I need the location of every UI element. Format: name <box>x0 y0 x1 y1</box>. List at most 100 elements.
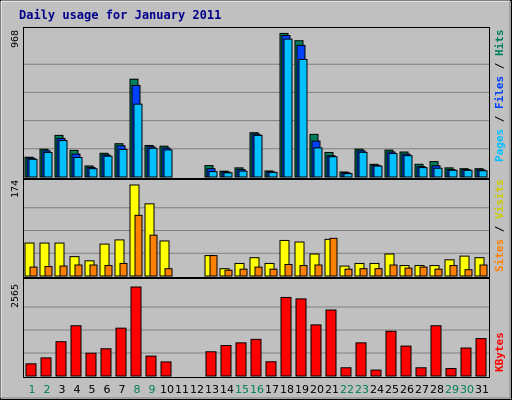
pages-bar <box>103 155 113 178</box>
sites-bar <box>389 264 398 277</box>
kbytes-bar <box>250 338 262 377</box>
legend-kbytes: KBytes <box>493 332 506 372</box>
kbytes-bar <box>430 325 442 377</box>
legend-sep-2: / <box>493 56 506 76</box>
sites-bar <box>44 266 53 277</box>
pages-bar <box>208 171 218 178</box>
day-label: 8 <box>134 383 141 396</box>
legend-sep-1: / <box>493 109 506 129</box>
pages-bar <box>283 38 293 178</box>
kbytes-bar <box>220 345 232 377</box>
sites-bar <box>134 214 143 277</box>
sites-bar <box>404 267 413 277</box>
sites-bar <box>419 266 428 277</box>
sites-bar <box>119 262 128 277</box>
sites-bar <box>284 263 293 277</box>
legend-visits: Visits <box>493 179 506 219</box>
day-label: 18 <box>280 383 294 396</box>
day-label: 1 <box>29 383 36 396</box>
sites-bar <box>344 268 353 277</box>
sites-bar <box>59 265 68 277</box>
sites-bar <box>29 266 38 277</box>
kbytes-bar <box>295 298 307 377</box>
day-label: 30 <box>460 383 474 396</box>
pages-bar <box>313 147 323 178</box>
day-labels: 1 2 3 4 5 6 7 8 9 10 11 12 13 14 15 16 17 18 19 20 21 22 23 24 2… <box>29 383 490 396</box>
kbytes-bar <box>400 345 412 377</box>
pages-bar <box>433 167 443 178</box>
kbytes-bar <box>130 286 142 377</box>
day-label: 15 <box>235 383 249 396</box>
day-label: 5 <box>89 383 96 396</box>
pages-bar <box>118 148 128 178</box>
day-label: 16 <box>250 383 264 396</box>
sites-bar <box>89 264 98 277</box>
kbytes-bar <box>205 351 217 377</box>
pages-bar <box>388 153 398 178</box>
pages-bar <box>253 134 263 178</box>
day-label: 11 <box>175 383 189 396</box>
chart-marks <box>24 32 489 377</box>
day-label: 3 <box>59 383 66 396</box>
pages-bar <box>163 149 173 178</box>
sites-bar <box>479 264 488 277</box>
sites-bar <box>149 234 158 277</box>
day-label: 23 <box>355 383 369 396</box>
kbytes-bar <box>445 368 457 377</box>
kbytes-bar <box>40 357 52 377</box>
sites-bar <box>374 268 383 277</box>
pages-bar <box>238 170 248 178</box>
pages-bar <box>298 58 308 178</box>
kbytes-bar <box>70 325 82 377</box>
sites-bar <box>434 268 443 277</box>
pages-bar <box>418 167 428 178</box>
sites-bar <box>269 268 278 277</box>
day-label: 7 <box>119 383 126 396</box>
sites-bar <box>104 265 113 277</box>
pages-bar <box>463 169 473 178</box>
day-label: 27 <box>415 383 429 396</box>
sites-bar <box>299 265 308 277</box>
legend-sep-3: / <box>493 219 506 239</box>
legend-sites: Sites <box>493 239 506 272</box>
pages-bar <box>358 151 368 178</box>
day-label: 31 <box>475 383 489 396</box>
kbytes-bar <box>355 342 367 377</box>
kbytes-bar <box>160 361 172 377</box>
kbytes-bar <box>100 348 112 377</box>
kbytes-bar <box>115 327 127 377</box>
kbytes-bar <box>385 330 397 377</box>
day-label: 22 <box>340 383 354 396</box>
pages-bar <box>73 156 83 178</box>
pages-bar <box>43 151 53 178</box>
pages-bar <box>403 155 413 178</box>
pages-bar <box>223 172 233 178</box>
pages-bar <box>373 165 383 178</box>
pages-bar <box>28 158 38 178</box>
kbytes-bar <box>370 369 382 377</box>
day-label: 6 <box>104 383 111 396</box>
day-label: 14 <box>220 383 234 396</box>
sites-bar <box>254 266 263 277</box>
sites-bar <box>359 268 368 277</box>
kbytes-bar <box>25 363 37 377</box>
legend-hits: Hits <box>493 30 506 57</box>
kbytes-bar <box>280 296 292 377</box>
kbytes-bar <box>340 367 352 377</box>
day-label: 28 <box>430 383 444 396</box>
pages-bar <box>133 103 143 178</box>
top-legend: Pages / Files / Hits <box>493 30 506 163</box>
mid-ymax-label: 174 <box>10 180 21 198</box>
pages-bar <box>343 173 353 178</box>
day-label: 21 <box>325 383 339 396</box>
day-label: 17 <box>265 383 279 396</box>
pages-bar <box>478 170 488 178</box>
kbytes-bar <box>235 342 247 377</box>
pages-bar <box>328 156 338 178</box>
sites-bar <box>314 264 323 277</box>
day-label: 29 <box>445 383 459 396</box>
legend-pages: Pages <box>493 129 506 162</box>
kbytes-bar <box>145 355 157 377</box>
day-label: 4 <box>74 383 81 396</box>
